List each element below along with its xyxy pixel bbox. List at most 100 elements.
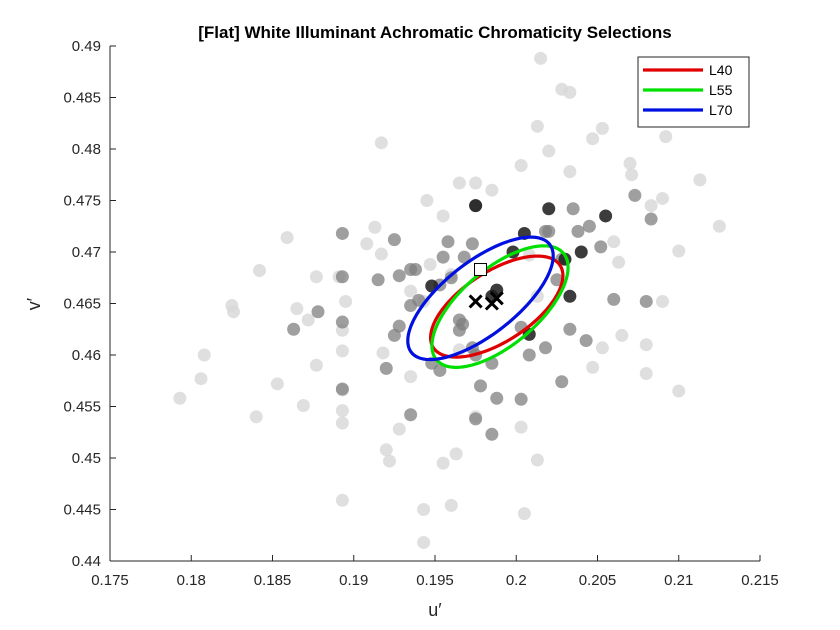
y-tick-label: 0.48 — [72, 141, 101, 158]
scatter-point-mid — [371, 273, 385, 287]
x-tick-label: 0.19 — [339, 572, 368, 589]
scatter-point-light — [335, 493, 349, 507]
scatter-point-light — [563, 165, 577, 179]
scatter-point-light — [656, 294, 669, 308]
scatter-point-mid — [514, 392, 528, 406]
scatter-point-light — [270, 377, 284, 391]
scatter-point-light — [644, 199, 658, 213]
scatter-point-mid — [582, 219, 596, 233]
scatter-point-light — [280, 231, 294, 245]
scatter-point-light — [436, 209, 450, 223]
legend-label-l70: L70 — [709, 102, 733, 118]
legend: L40 L55 L70 — [637, 56, 750, 128]
scatter-point-mid — [404, 408, 418, 422]
x-axis-label: u′ — [428, 600, 442, 620]
scatter-point-light — [530, 289, 544, 303]
scatter-point-light — [514, 158, 528, 172]
y-tick-label: 0.465 — [63, 296, 101, 313]
scatter-point-light — [586, 132, 600, 146]
scatter-point-light — [625, 168, 639, 182]
scatter-point-mid — [522, 348, 536, 362]
scatter-point-mid — [379, 361, 393, 375]
scatter-point-mid — [436, 250, 450, 264]
y-tick-label: 0.44 — [72, 553, 101, 570]
scatter-point-light — [417, 503, 431, 516]
scatter-point-light — [335, 344, 349, 358]
ellipse-l70 — [406, 235, 555, 362]
scatter-point-light — [309, 270, 323, 284]
scatter-point-mid — [566, 202, 580, 216]
x-tick-label: 0.21 — [664, 572, 693, 589]
scatter-point-light — [534, 51, 548, 65]
scatter-point-light — [530, 453, 544, 467]
x-marker — [468, 294, 483, 309]
scatter-point-mid — [579, 334, 593, 348]
scatter-point-light — [374, 136, 388, 150]
square-marker — [474, 263, 487, 277]
scatter-point-light — [227, 305, 240, 319]
y-axis-label: v′ — [24, 297, 44, 310]
scatter-point-light — [517, 507, 531, 521]
scatter-point-light — [173, 391, 187, 405]
scatter-point-light — [586, 360, 600, 374]
markers-layer — [468, 263, 504, 311]
scatter-point-mid — [550, 273, 564, 287]
scatter-point-light — [383, 454, 396, 468]
scatter-point-light — [392, 422, 406, 436]
scatter-point-dark — [574, 245, 588, 259]
scatter-point-mid — [628, 188, 642, 202]
y-tick-label: 0.46 — [72, 347, 101, 364]
scatter-point-light — [253, 264, 266, 278]
legend-label-l40: L40 — [709, 62, 733, 78]
scatter-point-dark — [599, 209, 613, 223]
x-tick-label: 0.195 — [416, 572, 454, 589]
scatter-point-mid — [433, 363, 447, 377]
x-tick-label: 0.2 — [506, 572, 527, 589]
scatter-point-dark — [542, 202, 556, 216]
y-tick-label: 0.49 — [72, 38, 101, 55]
scatter-point-light — [444, 498, 458, 512]
points-layer — [173, 51, 726, 549]
y-tick-label: 0.455 — [63, 399, 101, 416]
scatter-point-light — [436, 456, 450, 470]
scatter-point-mid — [563, 322, 577, 336]
scatter-point-mid — [335, 315, 349, 329]
scatter-point-mid — [571, 224, 585, 238]
scatter-point-mid — [311, 305, 325, 319]
scatter-point-dark — [563, 289, 577, 303]
legend-label-l55: L55 — [709, 82, 733, 98]
scatter-point-mid — [457, 250, 471, 264]
scatter-point-light — [335, 416, 349, 430]
scatter-point-light — [376, 346, 390, 360]
scatter-point-light — [595, 121, 609, 135]
scatter-point-mid — [490, 391, 504, 405]
x-ticks: 0.175 0.18 0.185 0.19 0.195 0.2 0.205 0.21 0.215 — [91, 555, 779, 589]
x-tick-label: 0.18 — [177, 572, 206, 589]
chart-title: [Flat] White Illuminant Achromatic Chrom… — [198, 23, 672, 42]
scatter-point-mid — [469, 412, 483, 426]
scatter-point-light — [197, 348, 211, 362]
scatter-point-light — [301, 313, 315, 327]
scatter-point-mid — [474, 379, 487, 393]
scatter-point-light — [423, 257, 437, 271]
scatter-point-light — [639, 367, 653, 381]
scatter-point-light — [452, 176, 466, 190]
scatter-point-light — [290, 302, 304, 316]
scatter-point-light — [404, 284, 418, 298]
scatter-point-mid — [539, 341, 552, 355]
y-ticks: 0.44 0.445 0.45 0.455 0.46 0.465 0.47 0.475 0.48… — [63, 38, 116, 570]
scatter-point-mid — [465, 237, 479, 251]
scatter-point-mid — [441, 235, 455, 249]
scatter-point-light — [249, 410, 263, 424]
scatter-point-light — [335, 404, 349, 418]
scatter-point-mid — [392, 269, 406, 283]
scatter-point-light — [469, 176, 483, 190]
scatter-point-light — [514, 420, 528, 434]
scatter-point-light — [563, 85, 577, 99]
y-tick-label: 0.475 — [63, 193, 101, 210]
scatter-point-mid — [444, 271, 458, 285]
scatter-point-mid — [555, 375, 569, 389]
scatter-point-light — [693, 173, 707, 187]
scatter-point-light — [360, 237, 374, 251]
